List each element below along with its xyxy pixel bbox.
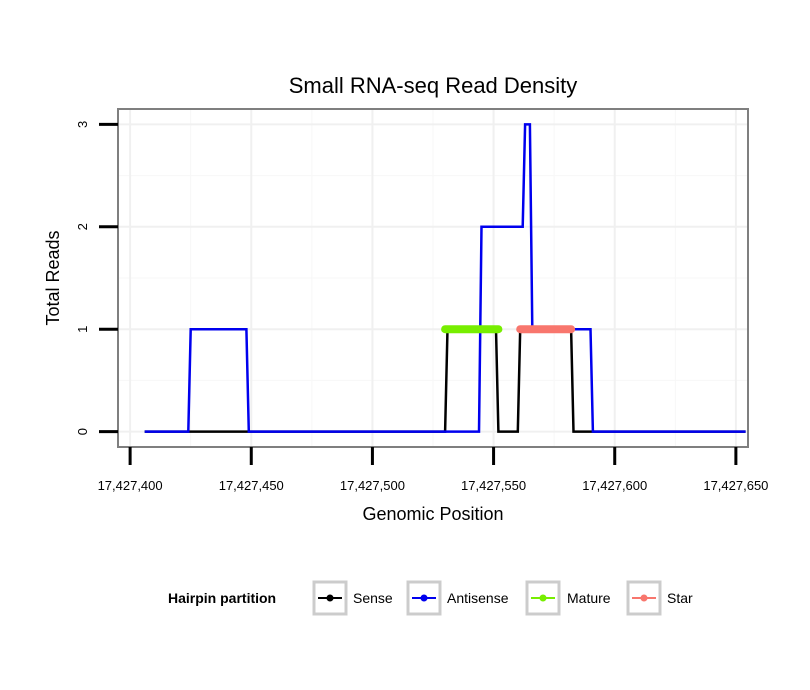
legend-item-antisense: Antisense — [406, 580, 509, 616]
grid — [118, 109, 748, 447]
y-tick-label: 3 — [75, 121, 90, 128]
legend-item-sense: Sense — [312, 580, 393, 616]
x-tick-label: 17,427,650 — [703, 478, 768, 493]
legend-key-point — [539, 594, 547, 602]
legend-key-point — [640, 594, 648, 602]
x-axis: 17,427,400 17,427,450 17,427,500 17,427,550… — [98, 447, 768, 493]
x-tick-label: 17,427,500 — [340, 478, 405, 493]
y-tick-label: 1 — [75, 326, 90, 333]
legend-title: Hairpin partition — [168, 590, 276, 606]
x-tick-label: 17,427,550 — [461, 478, 526, 493]
legend-label: Sense — [353, 590, 393, 606]
chart-title: Small RNA-seq Read Density — [289, 73, 578, 98]
y-tick-label: 2 — [75, 223, 90, 230]
legend-label: Star — [667, 590, 693, 606]
legend-item-star: Star — [626, 580, 693, 616]
y-axis: 0 1 2 3 — [75, 121, 118, 435]
series-line-sense — [144, 327, 746, 433]
y-tick-label: 0 — [75, 428, 90, 435]
series-layer — [144, 123, 746, 433]
series-line-antisense — [144, 123, 746, 433]
legend-item-mature: Mature — [525, 580, 611, 616]
plot-panel — [117, 108, 749, 448]
y-axis-title: Total Reads — [43, 230, 63, 325]
legend-label: Mature — [567, 590, 611, 606]
x-tick-label: 17,427,600 — [582, 478, 647, 493]
legend-label: Antisense — [447, 590, 509, 606]
legend: Hairpin partition Sense Antisense Mature St… — [168, 580, 693, 616]
x-tick-label: 17,427,400 — [98, 478, 163, 493]
legend-key-point — [420, 594, 428, 602]
x-tick-label: 17,427,450 — [219, 478, 284, 493]
legend-key-point — [326, 594, 334, 602]
x-axis-title: Genomic Position — [362, 504, 503, 524]
